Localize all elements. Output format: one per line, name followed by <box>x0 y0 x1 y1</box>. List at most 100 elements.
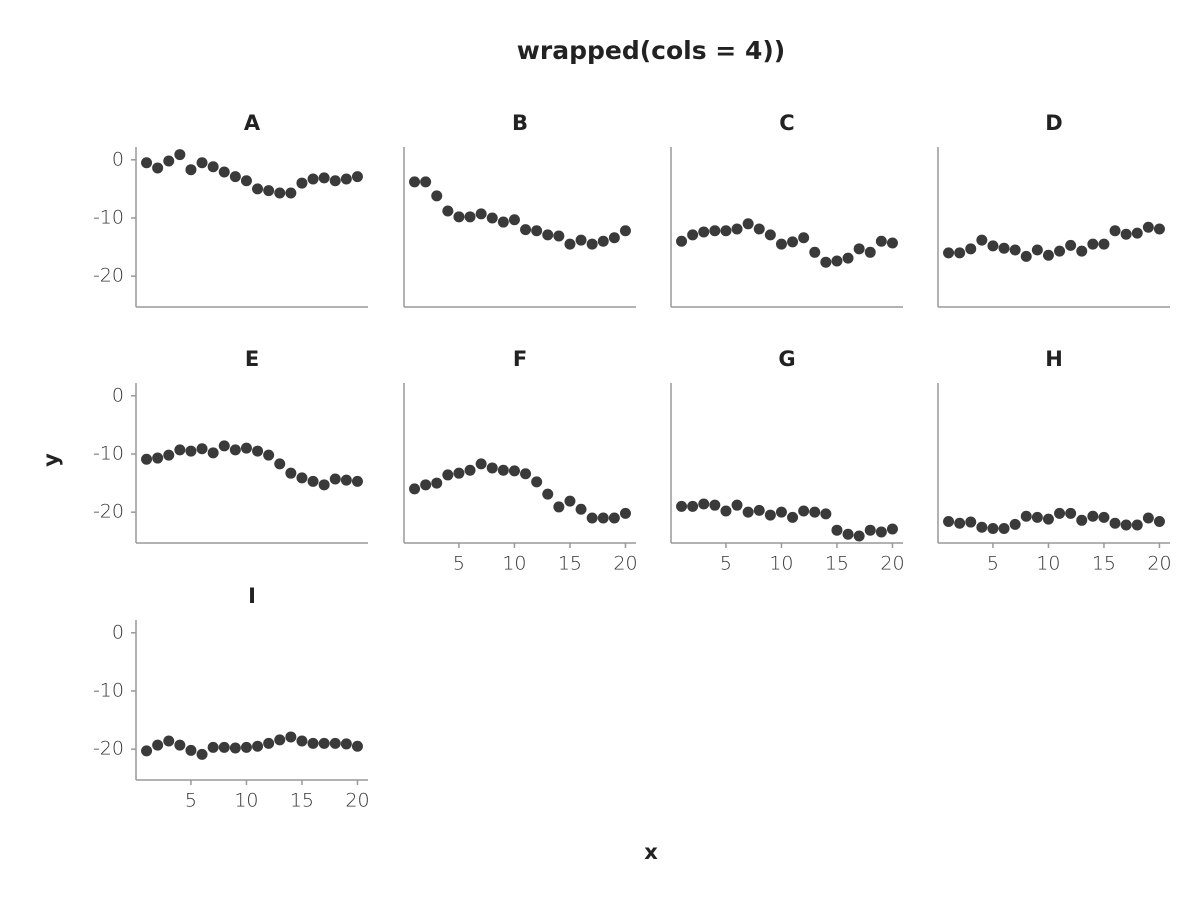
point <box>619 225 631 237</box>
x-axis-label: x <box>644 840 658 864</box>
y-tick-label: -20 <box>93 501 124 523</box>
point <box>1009 244 1021 256</box>
point <box>218 166 230 178</box>
point <box>798 232 810 244</box>
point <box>1042 249 1054 261</box>
point <box>307 173 319 185</box>
point <box>318 172 330 184</box>
panel-title: C <box>779 111 794 135</box>
point <box>764 509 776 521</box>
y-tick-label: -10 <box>93 206 124 228</box>
point <box>965 243 977 255</box>
point <box>1065 239 1077 251</box>
x-tick-label: 10 <box>1036 553 1060 575</box>
point <box>520 468 532 480</box>
point <box>853 530 865 542</box>
point <box>676 500 688 512</box>
point <box>409 483 421 495</box>
point <box>1020 250 1032 262</box>
point <box>274 187 286 199</box>
point <box>564 238 576 250</box>
point <box>564 495 576 507</box>
point <box>1054 507 1066 519</box>
point <box>998 242 1010 254</box>
point <box>1087 510 1099 522</box>
x-tick-label: 5 <box>453 553 465 575</box>
point <box>1109 517 1121 529</box>
point <box>753 504 765 516</box>
point <box>586 238 598 250</box>
point <box>1131 519 1143 531</box>
y-tick-label: -20 <box>93 265 124 287</box>
point <box>809 506 821 518</box>
point <box>229 171 241 183</box>
point <box>174 444 186 456</box>
point <box>619 507 631 519</box>
point <box>351 171 363 183</box>
point <box>252 445 264 457</box>
point <box>831 255 843 267</box>
point <box>464 211 476 223</box>
panel-title: E <box>245 347 259 371</box>
y-tick-label: -10 <box>93 442 124 464</box>
point <box>742 218 754 230</box>
point <box>842 252 854 264</box>
point <box>218 741 230 753</box>
point <box>174 149 186 161</box>
point <box>1076 245 1088 257</box>
point <box>420 176 432 188</box>
point <box>263 737 275 749</box>
point <box>252 740 264 752</box>
panel-title: G <box>778 347 795 371</box>
point <box>553 230 565 242</box>
point <box>1142 512 1154 524</box>
x-tick-label: 10 <box>769 553 793 575</box>
point <box>329 175 341 187</box>
point <box>196 748 208 760</box>
point <box>307 737 319 749</box>
point <box>943 515 955 527</box>
point <box>329 473 341 485</box>
point <box>798 505 810 517</box>
point <box>943 247 955 259</box>
point <box>764 229 776 241</box>
point <box>987 240 999 252</box>
point <box>976 521 988 533</box>
point <box>442 205 454 217</box>
x-tick-label: 5 <box>720 553 732 575</box>
point <box>831 524 843 536</box>
point <box>497 216 509 228</box>
point <box>240 442 252 454</box>
x-tick-label: 15 <box>1092 553 1116 575</box>
point <box>196 443 208 455</box>
point <box>486 212 498 224</box>
point <box>141 745 153 757</box>
point <box>753 223 765 235</box>
point <box>676 235 688 247</box>
point <box>475 208 487 220</box>
point <box>486 462 498 474</box>
point <box>954 247 966 259</box>
point <box>185 164 197 176</box>
point <box>1076 514 1088 526</box>
point <box>296 472 308 484</box>
point <box>1054 245 1066 257</box>
point <box>1153 515 1165 527</box>
point <box>453 211 465 223</box>
point <box>464 464 476 476</box>
point <box>720 505 732 517</box>
point <box>787 511 799 523</box>
point <box>520 224 532 236</box>
point <box>687 500 699 512</box>
point <box>409 176 421 188</box>
point <box>1009 518 1021 530</box>
point <box>1120 228 1132 240</box>
point <box>497 464 509 476</box>
x-tick-label: 15 <box>558 553 582 575</box>
point <box>475 458 487 470</box>
point <box>351 475 363 487</box>
point <box>163 735 175 747</box>
y-tick-label: 0 <box>112 384 124 406</box>
point <box>296 177 308 189</box>
